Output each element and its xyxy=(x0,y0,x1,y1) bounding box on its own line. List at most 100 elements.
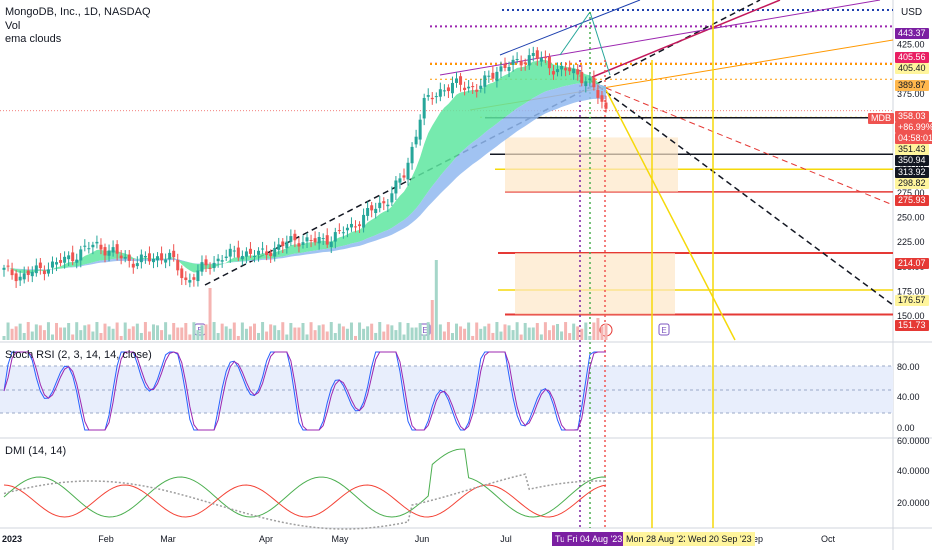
stoch-rsi-pane xyxy=(3,351,606,431)
candle-body xyxy=(321,238,325,240)
legend-symbol[interactable]: MongoDB, Inc., 1D, NASDAQ xyxy=(5,6,151,18)
time-tick-label: Feb xyxy=(98,534,114,544)
legend-vol[interactable]: Vol xyxy=(5,20,21,32)
legend-ema[interactable]: ema clouds xyxy=(5,33,62,45)
price-label: 350.94 xyxy=(895,155,929,166)
volume-bar xyxy=(220,323,224,340)
volume-bars xyxy=(2,260,608,340)
candle-body xyxy=(596,90,600,98)
price-label: 405.56 xyxy=(895,52,929,63)
candle-body xyxy=(576,69,580,75)
price-tick-label: 175.00 xyxy=(897,287,925,297)
volume-bar xyxy=(551,325,555,340)
volume-bar xyxy=(560,331,564,340)
candle-body xyxy=(398,178,402,183)
volume-bar xyxy=(63,327,67,340)
volume-bar xyxy=(471,335,475,340)
volume-bar xyxy=(103,323,107,340)
candle-body xyxy=(402,175,406,178)
volume-bar xyxy=(277,330,281,340)
legend-dmi[interactable]: DMI (14, 14) xyxy=(5,445,67,457)
volume-bar xyxy=(442,331,446,340)
candle-body xyxy=(46,269,50,274)
volume-bar xyxy=(240,322,244,340)
volume-bar xyxy=(285,334,289,340)
volume-bar xyxy=(349,322,353,340)
volume-bar xyxy=(127,328,131,340)
candle-body xyxy=(551,71,555,75)
volume-bar xyxy=(325,331,329,340)
currency-label[interactable]: USD xyxy=(898,7,926,18)
volume-bar xyxy=(172,322,176,340)
candle-body xyxy=(188,280,192,283)
volume-bar xyxy=(604,323,608,340)
volume-bar xyxy=(200,325,204,340)
volume-bar xyxy=(374,332,378,340)
price-tick-label: 275.00 xyxy=(897,188,925,198)
volume-bar xyxy=(26,322,30,340)
candle-body xyxy=(2,267,6,270)
candle-body xyxy=(519,61,523,66)
candle-body xyxy=(196,270,200,282)
volume-bar xyxy=(176,327,180,340)
volume-bar xyxy=(398,322,402,340)
candle-body xyxy=(345,227,349,231)
candle-body xyxy=(475,89,479,92)
price-tick-label: 225.00 xyxy=(897,237,925,247)
volume-bar xyxy=(495,322,499,340)
candle-body xyxy=(556,69,560,73)
volume-bar xyxy=(426,322,430,340)
candle-body xyxy=(313,238,317,243)
dmi-axis-label: 60.0000 xyxy=(897,436,930,446)
price-label: 298.82 xyxy=(895,178,929,189)
volume-bar xyxy=(244,328,248,340)
candle-body xyxy=(499,66,503,72)
price-label: 04:58:01 xyxy=(895,133,932,144)
candle-body xyxy=(269,252,273,257)
candle-body xyxy=(333,232,337,242)
volume-bar xyxy=(236,335,240,340)
volume-bar xyxy=(301,323,305,340)
candle-body xyxy=(349,223,353,228)
volume-bar xyxy=(196,330,200,340)
volume-bar xyxy=(79,330,83,340)
price-label: 151.73 xyxy=(895,320,929,331)
candle-body xyxy=(426,95,430,97)
candle-body xyxy=(6,265,10,267)
volume-bar xyxy=(38,325,42,340)
dmi-axis-label: 20.0000 xyxy=(897,498,930,508)
candle-body xyxy=(560,65,564,70)
candle-body xyxy=(176,260,180,271)
candle-body xyxy=(547,56,551,69)
candle-body xyxy=(362,214,366,228)
volume-bar xyxy=(6,322,10,340)
volume-bar xyxy=(390,325,394,340)
volume-bar xyxy=(438,324,442,340)
volume-bar xyxy=(556,324,560,340)
legend-stoch[interactable]: Stoch RSI (2, 3, 14, 14, close) xyxy=(5,349,152,361)
candle-body xyxy=(539,57,543,62)
candle-body xyxy=(111,247,115,253)
volume-bar xyxy=(95,322,99,340)
volume-bar xyxy=(580,328,584,340)
volume-bar xyxy=(2,336,6,340)
volume-bar xyxy=(67,322,71,340)
volume-bar xyxy=(257,332,261,340)
volume-bar xyxy=(446,322,450,340)
volume-bar xyxy=(151,324,155,340)
candle-body xyxy=(366,208,370,216)
channel-blue xyxy=(499,0,641,56)
volume-bar xyxy=(418,323,422,340)
volume-bar xyxy=(293,327,297,340)
candle-body xyxy=(265,251,269,256)
arrow-teal xyxy=(559,11,591,56)
volume-bar xyxy=(386,324,390,340)
time-tick-label: May xyxy=(331,534,349,544)
candle-body xyxy=(10,269,14,276)
time-label: Wed 20 Sep '23 xyxy=(685,532,755,546)
volume-bar xyxy=(483,326,487,340)
candle-body xyxy=(580,72,584,84)
price-label: +86.99% xyxy=(895,122,932,133)
candle-body xyxy=(135,263,139,267)
